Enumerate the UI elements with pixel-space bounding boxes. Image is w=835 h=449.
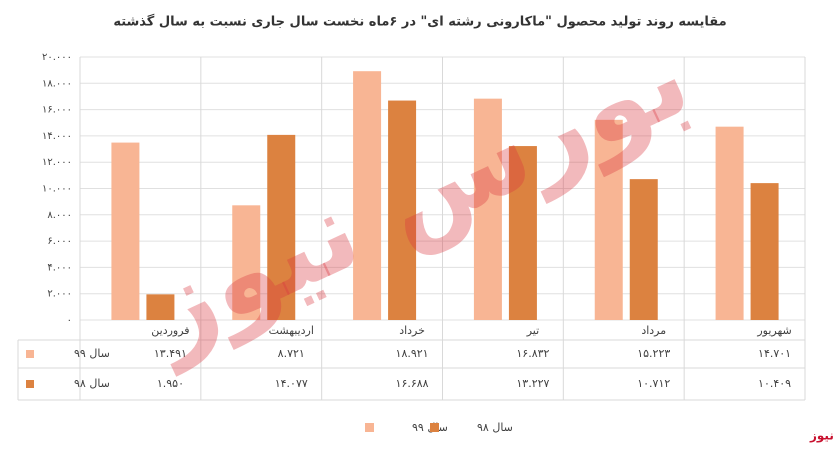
table-row-label: سال ۹۸ [74,377,110,390]
table-value: ۱۴.۷۰۱ [758,347,791,360]
x-tick-label: خرداد [399,324,425,337]
source: بورس نیوز [809,429,835,444]
bar [232,205,261,320]
table-value: ۱۸.۹۲۱ [396,347,429,360]
x-tick-label: اردیبهشت [269,324,314,337]
table-value: ۸.۷۲۱ [278,347,305,360]
y-tick-label: ۱۶.۰۰۰ [42,105,72,116]
legend-key [365,423,374,432]
bar [111,142,140,320]
y-tick-label: ۰ [67,315,72,326]
y-tick-label: ۱۴.۰۰۰ [42,131,72,142]
x-tick-label: شهریور [756,324,791,337]
bar [629,179,658,320]
bar [715,126,744,320]
x-tick-label: فروردین [151,324,189,337]
table-value: ۱۶.۶۸۸ [396,377,429,390]
bar [750,183,779,320]
y-tick-label: ۴.۰۰۰ [47,262,72,273]
chart-title: مقایسه روند تولید محصول "ماکارونی رشته ا… [113,14,726,30]
bar [594,119,623,320]
y-tick-label: ۲.۰۰۰ [47,289,72,300]
bar [353,71,382,321]
y-tick-label: ۶.۰۰۰ [47,236,72,247]
legend-label: سال ۹۹ [412,421,448,434]
table-value: ۱۶.۸۳۲ [516,347,549,360]
table-value: ۱۵.۲۲۳ [637,347,670,360]
bar [146,294,175,320]
table-legend-key [26,350,34,358]
table-value: ۱۰.۴۰۹ [758,377,791,390]
y-tick-label: ۱۲.۰۰۰ [42,157,72,168]
y-tick-label: ۲۰.۰۰۰ [42,52,72,63]
legend-key [430,423,439,432]
table-value: ۱۴.۰۷۷ [275,377,308,390]
x-tick-label: تیر [526,324,539,337]
table-value: ۱.۹۵۰ [157,377,184,390]
legend-label: سال ۹۸ [477,421,513,434]
table-legend-key [26,380,34,388]
table-row-label: سال ۹۹ [74,347,110,360]
x-tick-label: مرداد [641,324,666,337]
bar [508,146,537,320]
y-tick-label: ۱۰.۰۰۰ [42,184,72,195]
bar [388,100,417,321]
bar [473,98,502,320]
y-tick-label: ۱۸.۰۰۰ [42,78,72,89]
y-tick-label: ۸.۰۰۰ [47,210,72,221]
table-value: ۱۳.۴۹۱ [154,347,187,360]
table-value: ۱۰.۷۱۲ [637,377,670,390]
table-value: ۱۳.۲۲۷ [516,377,549,390]
bar [267,134,296,320]
